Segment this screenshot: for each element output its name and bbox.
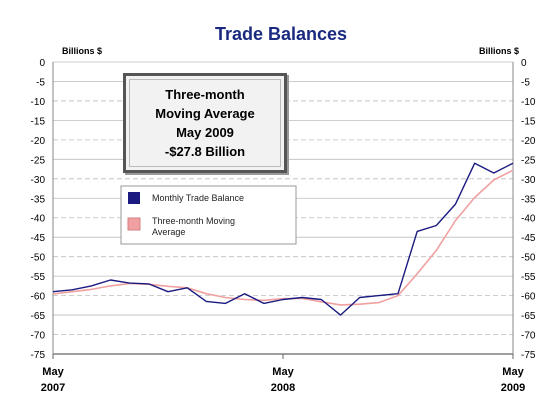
legend-label-line: Average <box>152 227 185 237</box>
annotation-line-3: May 2009 <box>176 125 234 140</box>
legend-label-monthly: Monthly Trade Balance <box>152 193 244 203</box>
annotation-line-2: Moving Average <box>155 106 255 121</box>
y-tick-label-right: -5 <box>521 77 530 88</box>
x-tick-label-year: 2007 <box>41 382 65 394</box>
y-tick-label-left: -40 <box>31 214 46 225</box>
y-tick-label-left: -70 <box>31 331 46 342</box>
y-tick-label-left: -10 <box>31 97 46 108</box>
y-tick-label-right: -65 <box>521 311 536 322</box>
y-tick-label-right: -45 <box>521 233 536 244</box>
y-tick-label-right: -10 <box>521 97 536 108</box>
left-axis-unit-label: Billions $ <box>62 46 102 56</box>
y-tick-label-right: -25 <box>521 155 536 166</box>
y-tick-label-left: -60 <box>31 292 46 303</box>
y-tick-label-right: -70 <box>521 331 536 342</box>
y-tick-label-left: 0 <box>39 58 45 69</box>
right-axis-unit-label: Billions $ <box>479 46 519 56</box>
chart-title: Trade Balances <box>215 24 347 44</box>
y-tick-label-left: -35 <box>31 194 46 205</box>
legend-box <box>120 185 297 245</box>
y-tick-label-right: -30 <box>521 175 536 186</box>
x-tick-label-year: 2008 <box>271 382 295 394</box>
y-tick-label-right: -35 <box>521 194 536 205</box>
x-axis-ticks: May 2007 May 2008 May 2009 <box>41 354 525 394</box>
y-tick-label-right: -20 <box>521 136 536 147</box>
y-tick-label-left: -30 <box>31 175 46 186</box>
y-tick-label-right: -50 <box>521 253 536 264</box>
y-tick-label-right: -40 <box>521 214 536 225</box>
legend-swatch-moving-average <box>127 217 141 231</box>
annotation-line-4: -$27.8 Billion <box>164 144 246 159</box>
y-tick-label-left: -45 <box>31 233 46 244</box>
x-tick-label-year: 2009 <box>501 382 525 394</box>
y-tick-label-left: -25 <box>31 155 46 166</box>
x-tick-label-month: May <box>42 366 64 378</box>
y-tick-label-left: -20 <box>31 136 46 147</box>
y-tick-label-left: -50 <box>31 253 46 264</box>
legend-label-line: Three-month Moving <box>152 216 235 226</box>
y-tick-label-right: 0 <box>521 58 527 69</box>
annotation-line-1: Three-month <box>165 87 245 102</box>
y-tick-label-left: -65 <box>31 311 46 322</box>
y-tick-label-left: -55 <box>31 272 46 283</box>
y-tick-label-left: -75 <box>31 350 46 361</box>
y-tick-label-left: -15 <box>31 116 46 127</box>
annotation-box: Three-month Moving Average May 2009 -$27… <box>123 73 287 173</box>
series-lines <box>52 162 514 316</box>
legend-swatch-monthly <box>128 192 140 204</box>
legend-label-moving-average: Three-month Moving Average <box>152 216 235 237</box>
legend: Monthly Trade Balance Three-month Moving… <box>120 185 297 245</box>
y-tick-label-right: -55 <box>521 272 536 283</box>
x-tick-label-month: May <box>272 366 294 378</box>
y-axis-ticks: 0 0 -5 -5 -10 -10 -15 -15 -20 -20 -25 -25 -30 -30 -35 -… <box>31 58 536 361</box>
x-tick-label-month: May <box>502 366 524 378</box>
y-tick-label-right: -60 <box>521 292 536 303</box>
y-tick-label-right: -75 <box>521 350 536 361</box>
y-tick-label-right: -15 <box>521 116 536 127</box>
y-tick-label-left: -5 <box>36 77 45 88</box>
series-line-monthly <box>52 162 514 316</box>
